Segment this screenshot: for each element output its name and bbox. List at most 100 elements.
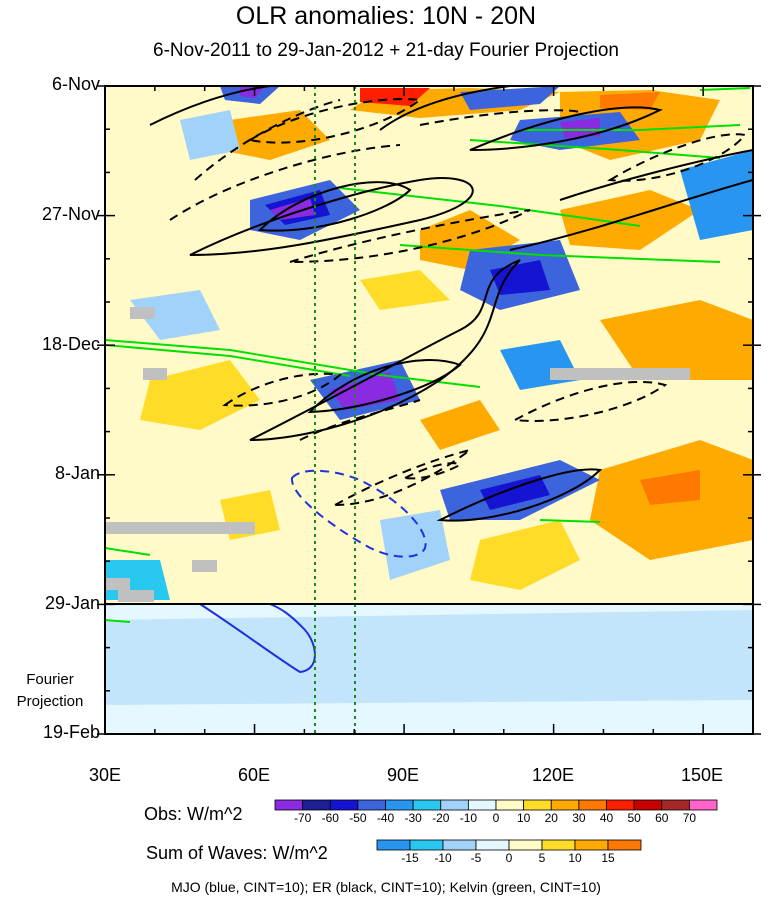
er-contour <box>559 149 753 201</box>
obs-anomaly-fills <box>105 86 753 705</box>
er-negative-contour <box>289 209 531 263</box>
kelvin-contour <box>105 344 351 377</box>
axis-ticks <box>97 85 761 735</box>
warm-patch <box>360 88 430 106</box>
waves-colorbar-label: 0 <box>505 851 513 865</box>
cold-patch <box>680 150 753 240</box>
er-contour <box>189 177 474 256</box>
warm-patch <box>600 92 660 110</box>
chart-subtitle: 6-Nov-2011 to 29-Jan-2012 + 21-day Fouri… <box>153 40 619 61</box>
cold-patch <box>480 475 550 510</box>
waves-colorbar-label: -5 <box>470 851 482 865</box>
y-tick-label-0: 6-Nov <box>51 74 100 94</box>
obs-colorbar-label: 70 <box>682 811 697 825</box>
projection-label-line-2: Projection <box>16 693 84 710</box>
obs-colorbar-box <box>467 799 497 811</box>
missing-patch <box>130 307 155 319</box>
er-negative-contour <box>419 109 581 126</box>
waves-colorbar <box>376 839 642 851</box>
er-negative-contour <box>247 98 423 144</box>
er-contour <box>509 179 753 251</box>
y-tick-label-3: 8-Jan <box>54 463 100 483</box>
er-contour <box>379 86 511 131</box>
missing-patch <box>192 560 217 572</box>
warm-patch <box>640 470 700 505</box>
obs-colorbar-title: Obs: W/m^2 <box>144 804 243 824</box>
obs-colorbar-label: -40 <box>376 811 395 825</box>
warm-patch <box>470 520 580 590</box>
waves-colorbar-label: 5 <box>538 851 546 865</box>
cold-patch <box>460 86 560 110</box>
mjo-negative-contour <box>290 469 427 558</box>
x-tick-label-2: 90E <box>386 765 420 785</box>
obs-colorbar-label: -60 <box>321 811 339 825</box>
er-contours <box>149 86 753 522</box>
warm-patch <box>560 190 700 250</box>
cold-patch <box>240 86 265 98</box>
cold-patch <box>180 110 240 160</box>
cold-patch <box>270 198 315 220</box>
er-negative-contour <box>299 399 421 441</box>
x-tick-label-1: 60E <box>237 765 271 785</box>
kelvin-contour <box>105 547 151 556</box>
warm-patch <box>360 270 450 310</box>
obs-colorbar-label: 40 <box>599 811 614 825</box>
obs-colorbar-box <box>412 799 442 811</box>
kelvin-contour <box>520 124 741 131</box>
cold-patch <box>130 290 220 340</box>
kelvin-contours <box>105 87 751 623</box>
y-tick-label-4: 29-Jan <box>44 593 100 613</box>
er-negative-contour <box>169 144 401 221</box>
er-contour <box>436 468 603 522</box>
waves-colorbar-box <box>442 839 477 851</box>
obs-colorbar-label: 30 <box>572 811 586 825</box>
er-contour <box>257 181 412 232</box>
obs-colorbar-box <box>357 799 386 811</box>
x-tick-label-4: 150E <box>680 765 724 785</box>
x-tick-label-0: 30E <box>88 765 122 785</box>
missing-patch <box>105 578 130 590</box>
obs-colorbar-box <box>274 799 304 811</box>
obs-colorbar-box <box>302 799 331 811</box>
projection-label: Fourier Projection <box>0 669 100 713</box>
obs-colorbar-box <box>688 799 718 811</box>
obs-colorbar-box <box>633 799 663 811</box>
plot-frame <box>104 85 754 735</box>
er-negative-contour <box>222 372 343 407</box>
waves-colorbar-box <box>574 839 609 851</box>
er-contour <box>469 106 663 151</box>
obs-colorbar-box <box>578 799 607 811</box>
er-negative-contour <box>401 462 462 480</box>
mjo-contour <box>199 603 316 674</box>
missing-patch <box>550 368 690 380</box>
er-negative-contour <box>331 449 471 507</box>
obs-colorbar-label: 0 <box>492 811 500 825</box>
warm-patch <box>420 400 500 450</box>
waves-colorbar-label: -10 <box>434 851 452 865</box>
kelvin-contour <box>469 139 721 159</box>
obs-colorbar-box <box>440 799 469 811</box>
waves-colorbar-box <box>607 839 642 851</box>
waves-colorbar-box <box>541 839 576 851</box>
missing-patch <box>143 368 167 380</box>
er-negative-contours <box>169 98 747 507</box>
er-negative-contour <box>606 133 747 182</box>
reference-longitude-lines <box>314 86 356 734</box>
obs-colorbar-box <box>385 799 414 811</box>
er-negative-contour <box>511 380 668 422</box>
y-tick-label-1: 27-Nov <box>41 204 100 224</box>
obs-colorbar-label: -30 <box>404 811 422 825</box>
obs-colorbar-label: 60 <box>655 811 669 825</box>
waves-colorbar-title: Sum of Waves: W/m^2 <box>146 843 328 863</box>
y-tick-label-5: 19-Feb <box>42 722 100 742</box>
obs-colorbar-box <box>606 799 635 811</box>
projection-label-line-1: Fourier <box>26 671 74 688</box>
obs-colorbar <box>274 799 718 811</box>
waves-colorbar-label: 10 <box>568 851 582 865</box>
kelvin-contour <box>339 187 641 227</box>
obs-colorbar-label: 20 <box>544 811 558 825</box>
waves-colorbar-box <box>475 839 510 851</box>
obs-colorbar-label: -70 <box>293 811 312 825</box>
er-contour <box>149 86 271 126</box>
